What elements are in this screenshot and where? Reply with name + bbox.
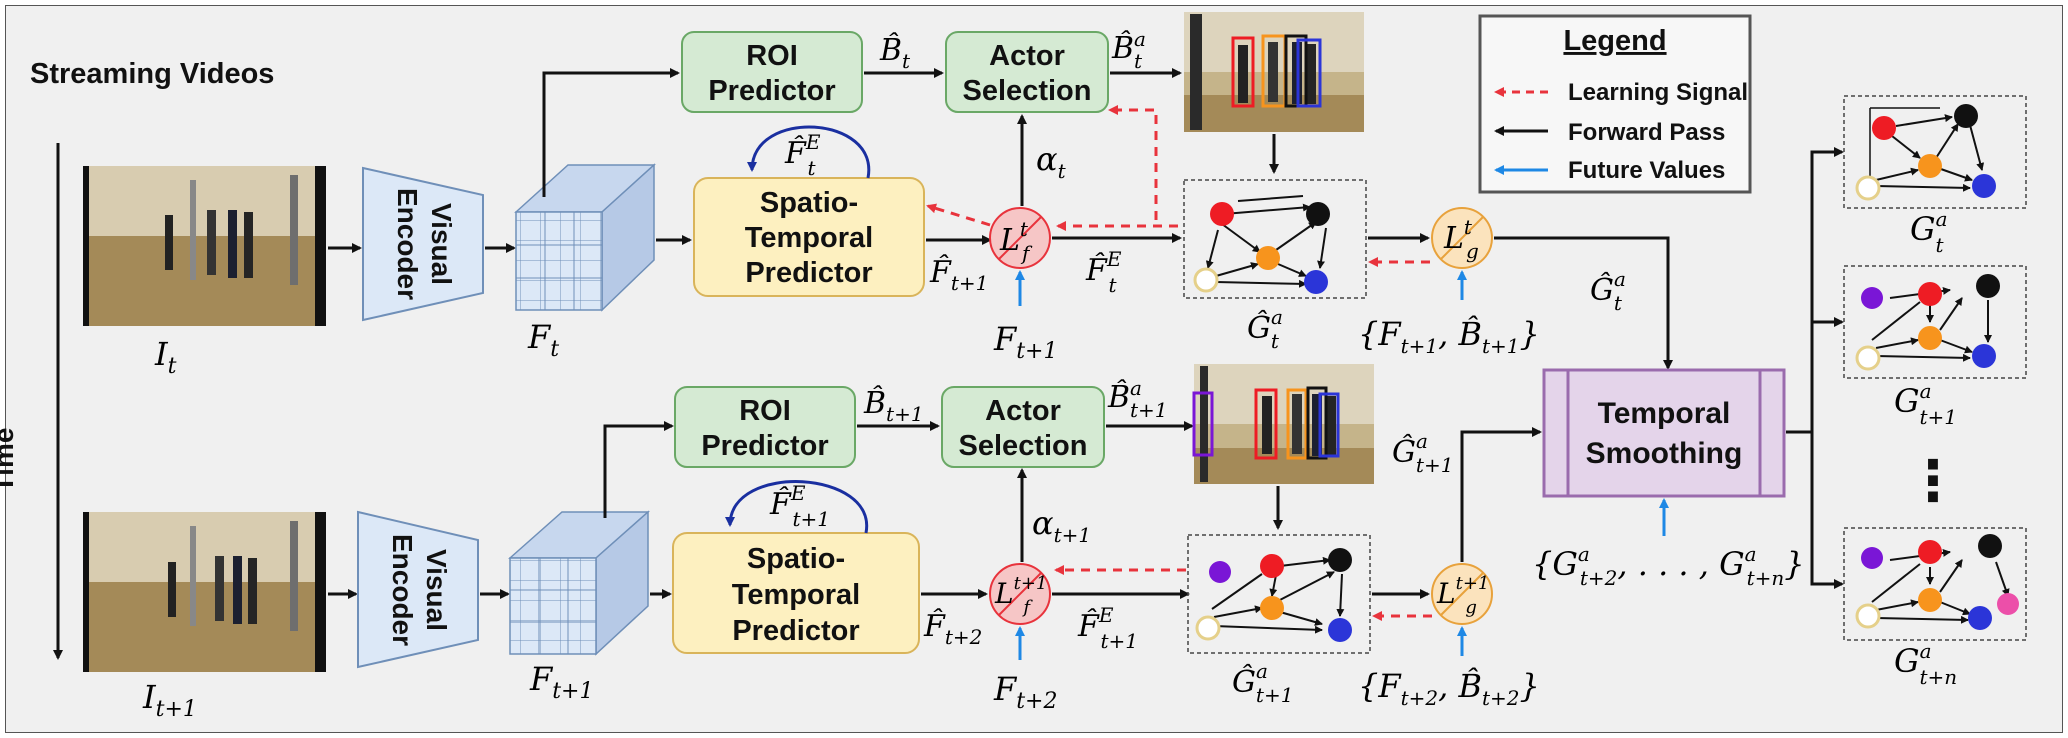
svg-text:Encoder: Encoder bbox=[387, 534, 418, 646]
predicted-graph-t1 bbox=[1187, 534, 1371, 654]
label-F-hat-t2: F̂t+2 bbox=[923, 609, 982, 649]
roi-predictor-t1: ROI Predictor bbox=[674, 386, 856, 468]
frame-image-t1 bbox=[83, 512, 326, 672]
streaming-videos-title: Streaming Videos bbox=[30, 58, 274, 90]
arrow-feature-to-roi-t bbox=[542, 68, 680, 197]
label-F-hat-E-t1-edge: F̂E t+1 bbox=[1077, 603, 1138, 653]
arrow-to-output-tn bbox=[1810, 432, 1844, 589]
svg-text:Lt+1g: Lt+1 g bbox=[1436, 573, 1489, 618]
label-F-hat-E-t: F̂E t bbox=[784, 130, 821, 180]
loss-g-t1: Lt+1 g bbox=[1431, 563, 1493, 625]
label-F-t: Ft bbox=[527, 318, 559, 362]
label-G-t1-a: Ga t+1 bbox=[1894, 379, 1957, 429]
learning-signal-to-stp-t bbox=[926, 203, 991, 227]
recurrent-loop-t1 bbox=[725, 480, 869, 534]
label-B-hat-a-t: B̂a t bbox=[1111, 27, 1146, 73]
svg-text:Ltg: Lt g bbox=[1443, 215, 1479, 263]
legend-forward-pass-label: Forward Pass bbox=[1568, 119, 1725, 146]
label-G-t-a: Ga t bbox=[1910, 207, 1948, 257]
legend-future-values-label: Future Values bbox=[1568, 157, 1725, 184]
label-G-hat-t-a-arrow: Ĝa t bbox=[1590, 267, 1626, 315]
output-graph-t1 bbox=[1843, 265, 2027, 379]
svg-text:Selection: Selection bbox=[963, 75, 1092, 107]
svg-text:Encoder: Encoder bbox=[392, 188, 423, 300]
predicted-graph-t bbox=[1183, 179, 1367, 299]
time-label: Time bbox=[0, 428, 19, 493]
visual-encoder-t: Encoder Visual bbox=[362, 166, 484, 322]
svg-text:Visual: Visual bbox=[426, 203, 457, 285]
svg-text:Ltf: Lt f bbox=[999, 217, 1033, 265]
label-F-hat-E-t-edge: F̂E t bbox=[1085, 247, 1122, 297]
label-F-t2-future: Ft+2 bbox=[993, 670, 1057, 714]
label-G-hat-t1-a: Ĝa t+1 bbox=[1232, 659, 1293, 707]
actor-image-t bbox=[1184, 12, 1364, 132]
actor-image-t1 bbox=[1192, 364, 1374, 484]
loss-f-t1: Lt+1 f bbox=[989, 563, 1051, 625]
loss-f-t: Lt f bbox=[989, 207, 1051, 269]
visual-encoder-t1: Encoder Visual bbox=[357, 510, 479, 669]
legend-title: Legend bbox=[1563, 25, 1666, 57]
roi-predictor-t: ROI Predictor bbox=[681, 31, 863, 113]
temporal-smoothing-block: Temporal Smoothing bbox=[1542, 368, 1786, 498]
svg-text:Selection: Selection bbox=[959, 430, 1088, 462]
label-I-t1: It+1 bbox=[142, 678, 197, 722]
svg-text:Predictor: Predictor bbox=[732, 615, 859, 647]
svg-text:Predictor: Predictor bbox=[708, 75, 835, 107]
svg-text:Temporal: Temporal bbox=[745, 222, 873, 254]
label-B-hat-a-t1: B̂a t+1 bbox=[1107, 376, 1168, 422]
label-G-tn-a: Ga t+n bbox=[1894, 639, 1957, 689]
label-set-t1: {Ft+1, B̂t+1} bbox=[1358, 315, 1540, 358]
svg-text:Temporal: Temporal bbox=[732, 579, 860, 611]
svg-text:Visual: Visual bbox=[421, 549, 452, 631]
actor-selection-t1: Actor Selection bbox=[941, 386, 1105, 468]
svg-text:Temporal: Temporal bbox=[1598, 397, 1731, 430]
spatio-temporal-predictor-t1: Spatio- Temporal Predictor bbox=[672, 532, 920, 654]
actor-selection-t: Actor Selection bbox=[945, 31, 1109, 113]
frame-image-t bbox=[83, 166, 326, 326]
output-graph-t bbox=[1843, 95, 2027, 209]
arrow-feature-to-roi-t1 bbox=[603, 421, 674, 518]
feature-cube-t1 bbox=[508, 510, 650, 656]
svg-text:Predictor: Predictor bbox=[745, 257, 872, 289]
label-F-t1: Ft+1 bbox=[529, 660, 593, 704]
svg-text:Smoothing: Smoothing bbox=[1586, 437, 1743, 470]
output-graph-tn bbox=[1843, 527, 2027, 641]
label-alpha-t: αt bbox=[1036, 140, 1067, 183]
legend-box: Legend Learning Signal Forward Pass Futu… bbox=[1478, 14, 1752, 194]
spatio-temporal-predictor-t: Spatio- Temporal Predictor bbox=[693, 177, 925, 297]
ellipsis-vertical: ⋮ bbox=[1905, 449, 1961, 512]
arrow-to-output-t bbox=[1810, 147, 1844, 432]
label-set-t2: {Ft+2, B̂t+2} bbox=[1358, 667, 1540, 710]
legend-learning-signal-label: Learning Signal bbox=[1568, 79, 1748, 106]
label-F-hat-t1: F̂t+1 bbox=[929, 255, 988, 295]
label-F-t1-future: Ft+1 bbox=[993, 320, 1057, 364]
label-G-hat-t1-a-arrow: Ĝa t+1 bbox=[1392, 429, 1453, 477]
svg-text:ROI: ROI bbox=[746, 40, 798, 72]
label-B-hat-t: B̂t bbox=[879, 33, 911, 73]
loss-g-t: Lt g bbox=[1431, 207, 1493, 269]
learning-signal-to-actor-t bbox=[1108, 105, 1158, 220]
label-alpha-t1: αt+1 bbox=[1032, 504, 1091, 547]
svg-text:Spatio-: Spatio- bbox=[747, 543, 845, 575]
label-I-t: It bbox=[154, 335, 177, 379]
svg-text:Predictor: Predictor bbox=[701, 430, 828, 462]
arrow-loss-g-to-smoothing-t1 bbox=[1460, 427, 1542, 562]
feature-cube-t bbox=[514, 163, 656, 312]
label-F-hat-E-t1-loop: F̂E t+1 bbox=[769, 481, 830, 531]
label-future-graph-set: {Ga t+2, . . . , Ga t+n} bbox=[1532, 542, 1805, 590]
label-B-hat-t1: B̂t+1 bbox=[863, 386, 924, 426]
svg-text:Spatio-: Spatio- bbox=[760, 187, 858, 219]
svg-text:Actor: Actor bbox=[989, 40, 1065, 72]
recurrent-loop-t bbox=[747, 125, 871, 179]
svg-text:ROI: ROI bbox=[739, 395, 791, 427]
label-G-hat-t-a: Ĝa t bbox=[1247, 305, 1283, 353]
svg-text:Actor: Actor bbox=[985, 395, 1061, 427]
arrow-loss-g-to-smoothing-t bbox=[1494, 236, 1673, 370]
